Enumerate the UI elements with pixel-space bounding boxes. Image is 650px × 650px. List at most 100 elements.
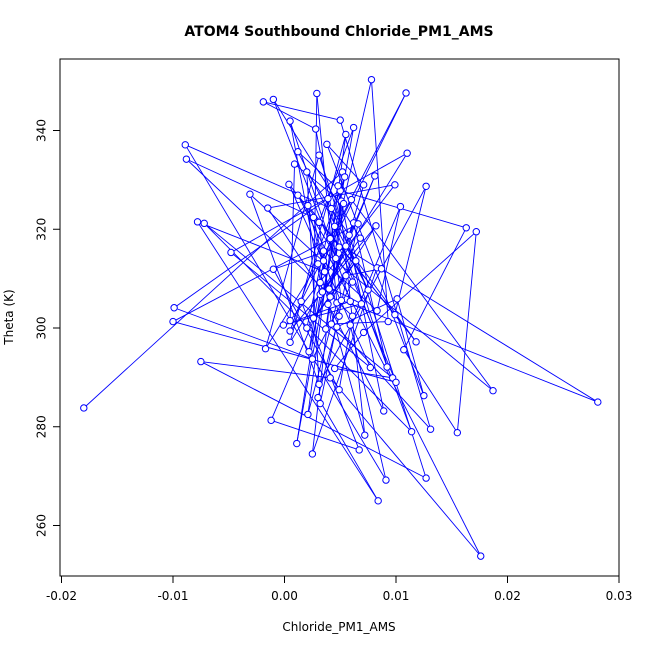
series-segment — [318, 127, 355, 223]
data-point — [359, 181, 368, 189]
series-points — [80, 75, 602, 560]
y-tick-label: 320 — [35, 218, 49, 241]
data-point — [294, 148, 302, 156]
series-segment — [334, 332, 365, 369]
x-tick-label: 0.03 — [606, 589, 633, 603]
x-tick-label: 0.01 — [383, 589, 410, 603]
data-point — [322, 325, 330, 333]
data-point — [318, 288, 327, 296]
data-point — [396, 202, 405, 211]
series-segment — [289, 184, 396, 321]
data-point — [341, 173, 349, 181]
data-point — [594, 398, 602, 406]
data-point — [347, 195, 356, 204]
series-segment — [371, 79, 389, 322]
data-point — [420, 391, 428, 400]
chart-title: ATOM4 Southbound Chloride_PM1_AMS — [184, 24, 493, 40]
series-segment — [328, 175, 376, 290]
data-point — [354, 220, 362, 228]
data-point — [333, 323, 341, 331]
data-point — [303, 324, 311, 332]
series-segment — [341, 299, 598, 403]
series-segment — [289, 176, 346, 332]
data-point — [315, 380, 323, 388]
series-segment — [325, 203, 345, 330]
series-segment — [306, 171, 350, 236]
series-segment — [317, 397, 379, 502]
data-point — [384, 317, 392, 326]
data-point — [346, 321, 354, 329]
data-point — [348, 312, 357, 320]
data-point — [335, 243, 343, 251]
series-segment — [173, 198, 329, 309]
series-segment — [297, 151, 341, 192]
series-segment — [338, 246, 397, 383]
data-point — [193, 218, 202, 226]
data-point — [400, 346, 408, 354]
series-segment — [340, 190, 467, 229]
data-point — [367, 75, 376, 84]
data-point — [357, 300, 366, 308]
data-point — [335, 386, 343, 394]
series-segment — [200, 361, 427, 479]
data-point — [319, 247, 328, 255]
x-tick-label: 0.00 — [271, 589, 298, 603]
y-tick-label: 300 — [35, 317, 49, 340]
data-point — [80, 404, 88, 412]
data-point — [246, 190, 254, 198]
x-tick-label: -0.01 — [157, 589, 188, 603]
data-point — [227, 248, 235, 257]
data-point — [182, 155, 191, 163]
series-segment — [318, 186, 427, 385]
data-point — [267, 416, 275, 425]
data-point — [316, 399, 324, 408]
series-segment — [456, 231, 477, 433]
data-point — [393, 295, 401, 303]
data-point — [391, 310, 399, 319]
data-point — [324, 194, 332, 203]
data-point — [402, 89, 410, 97]
data-point — [326, 374, 334, 382]
data-point — [339, 199, 348, 208]
x-tick-label: 0.02 — [494, 589, 521, 603]
data-point — [309, 213, 318, 222]
data-point — [308, 355, 317, 363]
data-point — [324, 300, 332, 308]
x-axis-label: Chloride_PM1_AMS — [282, 620, 395, 634]
data-point — [200, 219, 208, 228]
series-segment — [306, 171, 321, 404]
series-segment — [267, 184, 395, 209]
series-segment — [197, 221, 379, 502]
data-point — [392, 378, 400, 387]
series-segment — [294, 163, 344, 204]
series-segment — [172, 321, 397, 383]
series-segment — [339, 120, 431, 430]
series-segment — [329, 92, 407, 239]
data-point — [383, 363, 391, 371]
data-point — [312, 125, 320, 133]
data-point — [422, 474, 430, 482]
data-point — [303, 168, 311, 176]
data-point — [477, 552, 485, 560]
data-point — [261, 345, 270, 353]
data-point — [327, 320, 336, 328]
data-point — [337, 296, 346, 305]
data-point — [323, 140, 331, 149]
series-segment — [381, 268, 599, 403]
data-point — [293, 439, 301, 448]
data-point — [304, 201, 312, 210]
data-point — [373, 307, 381, 315]
data-point — [264, 204, 272, 212]
y-tick-label: 280 — [35, 415, 49, 438]
data-point — [359, 328, 368, 337]
series-segment — [283, 303, 362, 326]
data-point — [345, 231, 353, 239]
data-point — [346, 297, 354, 306]
data-point — [380, 407, 388, 415]
data-point — [181, 141, 189, 149]
series-segment — [403, 349, 458, 433]
data-point — [327, 204, 336, 213]
data-point — [308, 450, 317, 458]
y-axis: 260 280 300 320 340 — [35, 119, 60, 537]
data-point — [315, 151, 323, 159]
